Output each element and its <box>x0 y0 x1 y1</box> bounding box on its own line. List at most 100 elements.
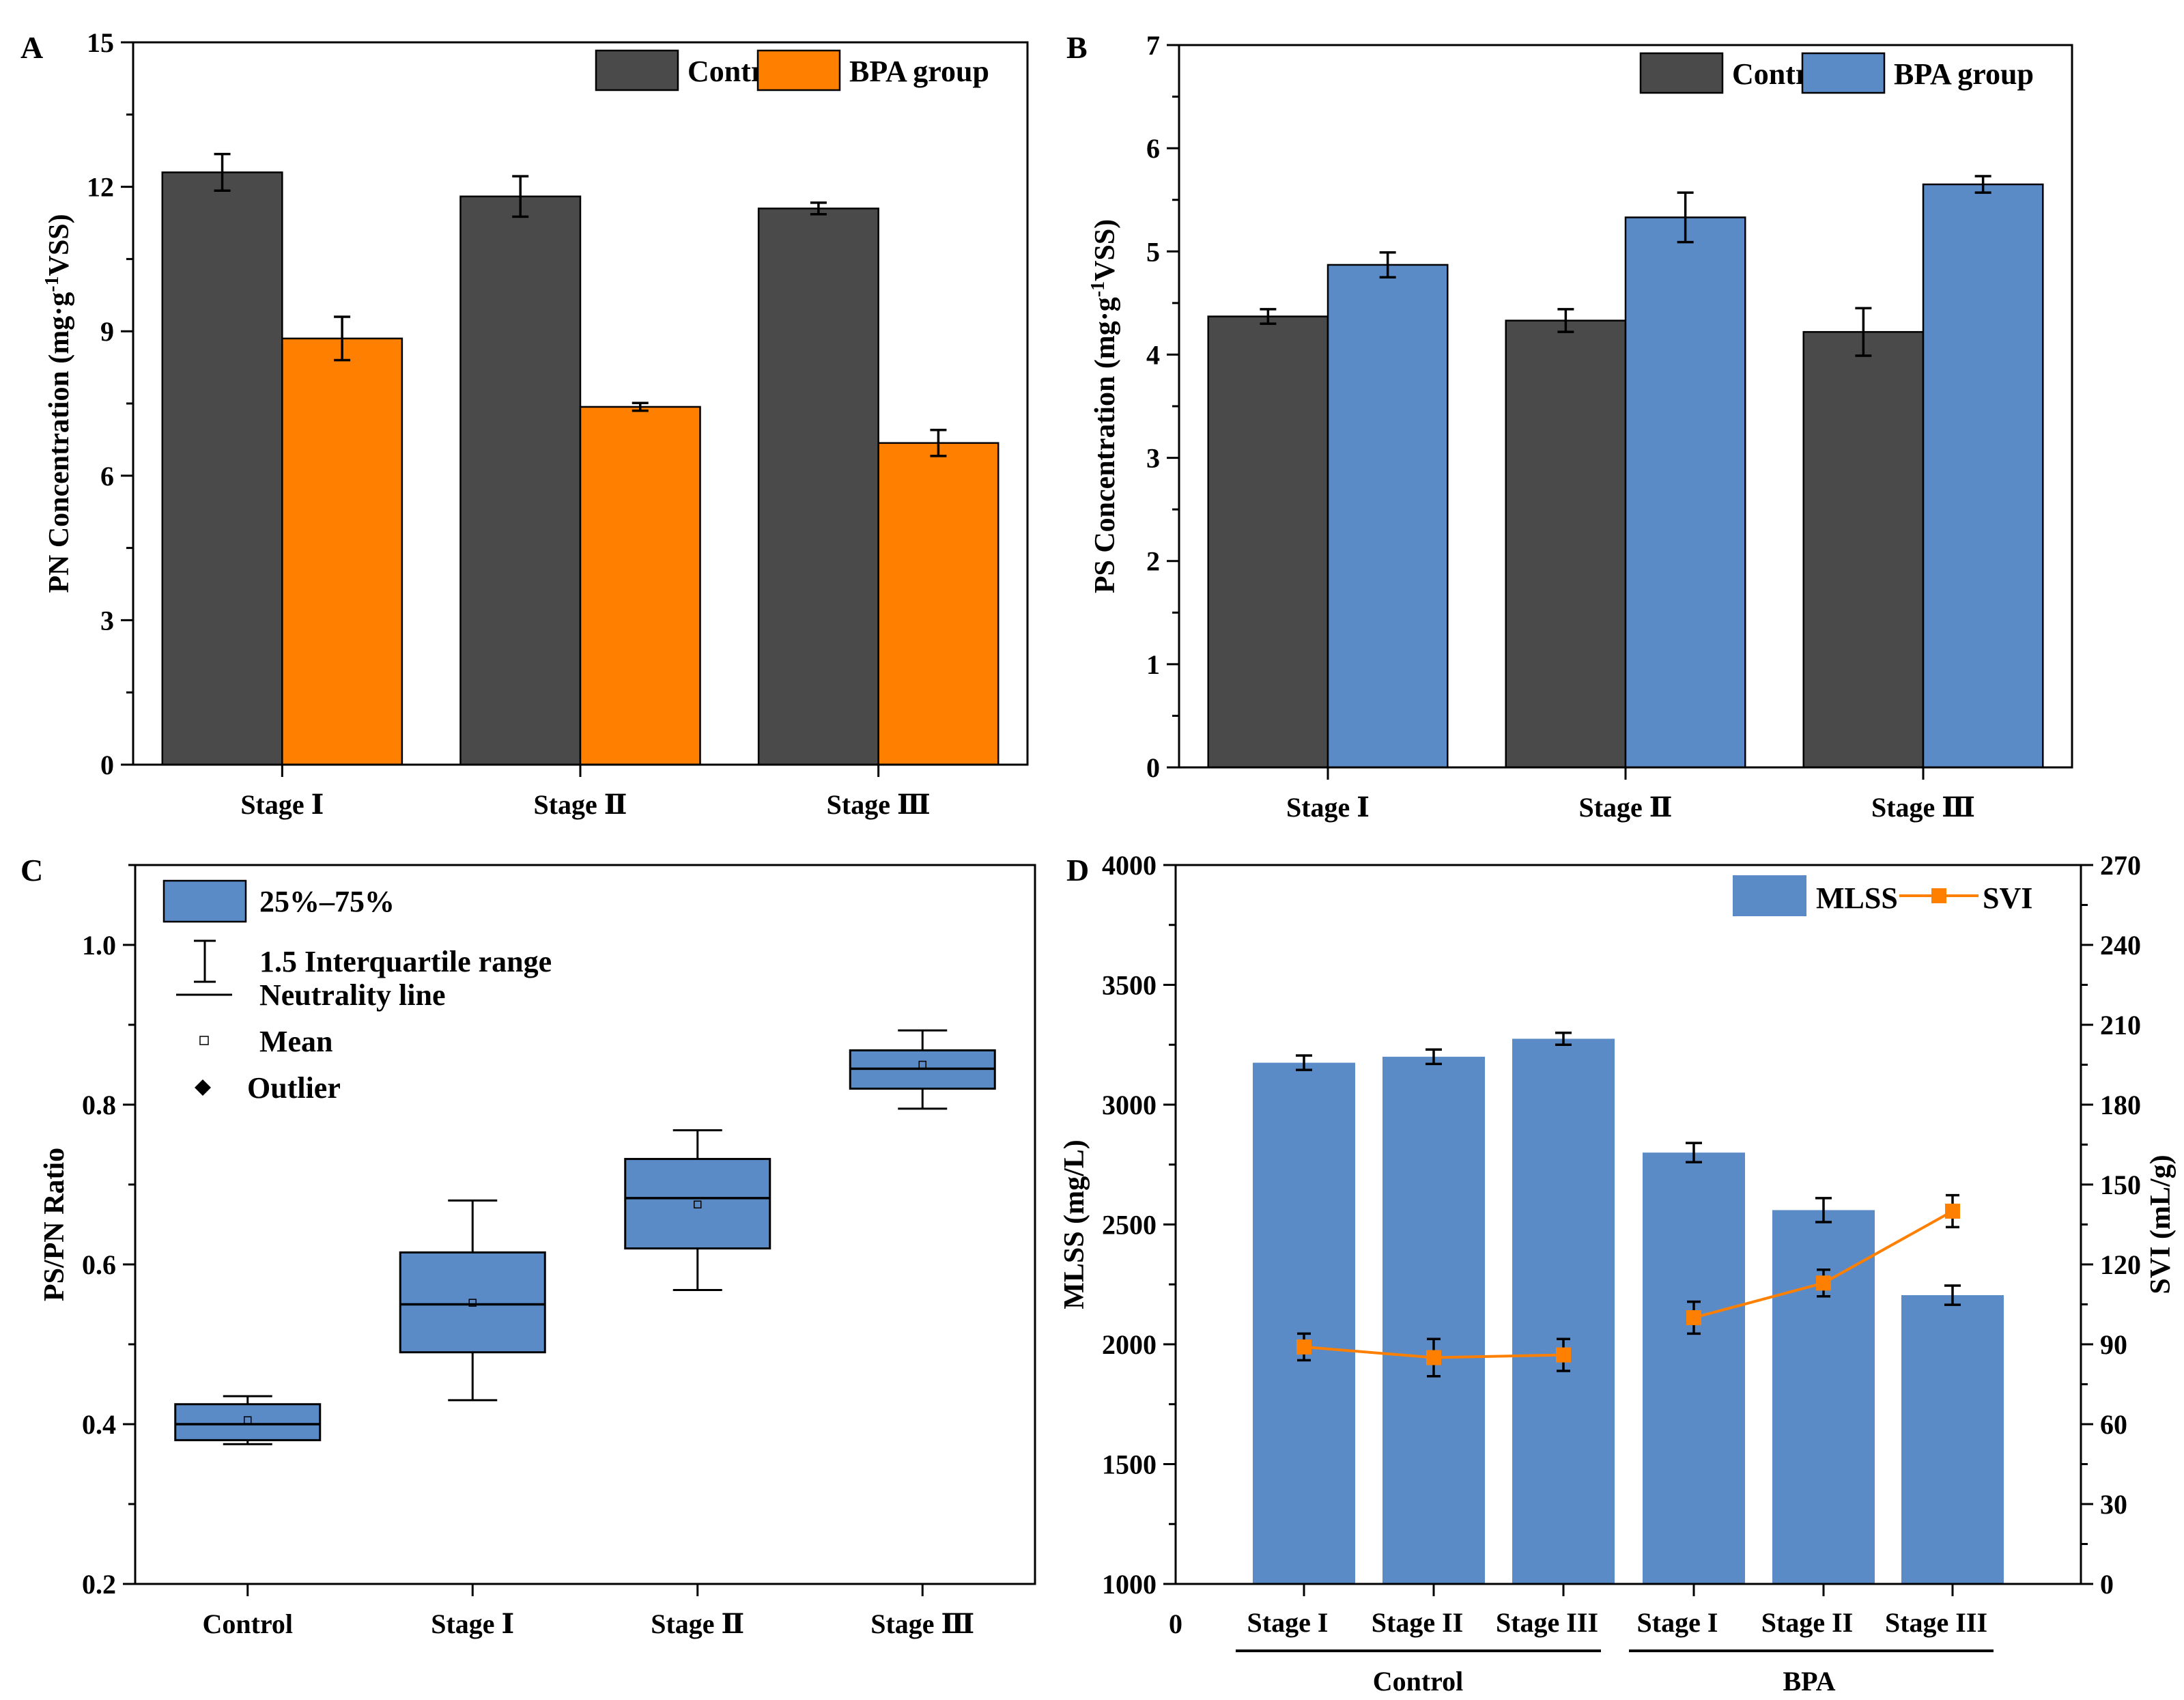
legend-label-mean: Mean <box>259 1025 333 1058</box>
box-2 <box>624 1129 771 1291</box>
y-right-tick-label-3: 90 <box>2100 1329 2127 1360</box>
x-tick-label-4: Stage II <box>1761 1607 1853 1638</box>
y-tick-label-0: 0 <box>100 750 114 780</box>
plot-frame-a <box>132 41 1029 766</box>
y-axis-label-b-part-2: VSS) <box>1090 219 1121 281</box>
box-0 <box>174 1395 322 1445</box>
y-right-tick-label-1: 30 <box>2100 1489 2127 1520</box>
x-origin-label: 0 <box>1169 1609 1182 1639</box>
legend-label-iqr: 25%–75% <box>259 885 395 918</box>
x-tick-label-5: Stage III <box>1885 1607 1987 1638</box>
error-bar-b-0-0 <box>1260 308 1277 325</box>
legend-marker-svi <box>1931 888 1946 903</box>
panel-label-b: B <box>1066 30 1088 65</box>
legend-label-mlss: MLSS <box>1816 881 1898 915</box>
svi-point-3 <box>1686 1310 1701 1325</box>
y-axis-label-b-part-1: -1 <box>1088 281 1109 297</box>
y-axis-label-a: PN Concentration (mg·g-1VSS) <box>42 214 76 593</box>
x-tick-label-1: Stage Ⅱ <box>533 789 627 820</box>
plot-frame-b <box>1178 44 2073 769</box>
y-tick-label-3: 0.8 <box>82 1090 116 1120</box>
bar-b-control-0 <box>1207 315 1329 769</box>
y-right-tick-label-8: 240 <box>2100 930 2141 961</box>
y-left-tick-label-3: 2500 <box>1102 1210 1157 1241</box>
panel-label-a: A <box>20 30 43 65</box>
error-bar-b-1-1 <box>1677 191 1694 244</box>
legend-swatch-bpa <box>1801 52 1886 94</box>
bar-a-control-2 <box>757 208 879 766</box>
legend-c: 25%–75% 1.5 Interquartile rangeNeutrality… <box>162 879 552 1105</box>
y-tick-label-7: 7 <box>1146 30 1160 61</box>
panel-a: A Stage Ⅰ Stage Ⅱ Stage Ⅲ 0 3 6 9 12 15 PN Concent… <box>20 27 1029 820</box>
plot-frame-d <box>1174 864 2082 1585</box>
y-axis-label-c: PS/PN Ratio <box>39 1148 70 1301</box>
svi-point-2 <box>1556 1347 1571 1363</box>
box-3 <box>849 1029 996 1110</box>
y-left-tick-label-1: 1500 <box>1102 1449 1157 1480</box>
mlss-error-bar-4 <box>1815 1197 1832 1223</box>
box-1 <box>399 1199 546 1402</box>
y-right-tick-label-4: 120 <box>2100 1249 2141 1280</box>
y-tick-label-2: 2 <box>1146 546 1160 577</box>
error-bar-b-1-0 <box>1379 251 1396 279</box>
y-left-tick-label-2: 2000 <box>1102 1329 1157 1360</box>
x-tick-label-0: Stage Ⅰ <box>240 789 324 820</box>
y-axis-label-right-d-part-0: SVI (mL/g) <box>2145 1154 2176 1294</box>
error-bar-b-1-2 <box>1974 175 1991 194</box>
box-iqr-2 <box>624 1158 771 1250</box>
error-bar-a-1-0 <box>334 315 351 362</box>
x-tick-label-3: Stage I <box>1637 1607 1718 1638</box>
error-bar-a-0-1 <box>512 175 529 218</box>
y-tick-label-0: 0 <box>1146 752 1160 783</box>
x-tick-label-3: Stage Ⅲ <box>870 1609 974 1639</box>
y-axis-label-left-d: MLSS (mg/L) <box>1059 1139 1090 1309</box>
legend-label-outlier: Outlier <box>247 1071 341 1105</box>
y-tick-label-2: 6 <box>100 461 114 492</box>
x-tick-label-1: Stage Ⅰ <box>431 1609 514 1639</box>
y-axis-label-a-part-2: VSS) <box>44 214 75 276</box>
y-left-tick-label-4: 3000 <box>1102 1090 1157 1120</box>
svi-point-0 <box>1296 1339 1311 1355</box>
mean-marker-0 <box>244 1416 252 1424</box>
box-iqr-1 <box>399 1251 546 1354</box>
y-right-tick-label-0: 0 <box>2100 1569 2114 1600</box>
x-tick-label-2: Stage Ⅱ <box>651 1609 744 1639</box>
y-axis-label-right-d: SVI (mL/g) <box>2145 1154 2176 1294</box>
y-right-tick-label-5: 150 <box>2100 1170 2141 1200</box>
legend-swatch-control <box>1639 52 1724 94</box>
y-tick-label-3: 9 <box>100 316 114 347</box>
x-tick-label-2: Stage Ⅲ <box>827 789 931 820</box>
error-bar-a-1-1 <box>632 401 649 412</box>
legend-label-bpa: BPA group <box>849 55 989 88</box>
group-label-bpa: BPA <box>1783 1666 1835 1697</box>
legend-a: Control BPA group <box>595 49 989 91</box>
y-axis-label-c-part-0: PS/PN Ratio <box>39 1148 70 1301</box>
error-bar-b-0-2 <box>1855 307 1872 357</box>
y-tick-label-0: 0.2 <box>82 1569 116 1600</box>
x-tick-label-0: Stage Ⅰ <box>1286 792 1370 823</box>
y-axis-label-left-d-part-0: MLSS (mg/L) <box>1059 1139 1090 1309</box>
bar-a-bpa-group-2 <box>877 442 999 766</box>
y-tick-label-5: 5 <box>1146 236 1160 267</box>
bar-a-bpa-group-0 <box>281 337 403 766</box>
y-tick-label-3: 3 <box>1146 443 1160 474</box>
plot-frame-c <box>134 864 1036 1585</box>
legend-label-median: Neutrality line <box>259 978 446 1012</box>
bar-a-bpa-group-1 <box>579 406 701 766</box>
bar-b-bpa-group-1 <box>1624 216 1746 769</box>
legend-label-bpa: BPA group <box>1894 57 2034 91</box>
svi-point-5 <box>1945 1204 1960 1219</box>
bar-b-control-1 <box>1505 320 1627 769</box>
x-tick-label-0: Stage I <box>1247 1607 1329 1638</box>
mlss-bar-0 <box>1253 1062 1355 1584</box>
y-axis-label-a-part-0: PN Concentration (mg·g <box>44 292 75 593</box>
mlss-error-bar-2 <box>1555 1031 1572 1046</box>
mlss-bar-3 <box>1643 1152 1745 1584</box>
panel-c: C Control Stage Ⅰ Stage Ⅱ Stage Ⅲ 0.2 0.4 0.6 0.… <box>20 853 1036 1639</box>
y-tick-label-6: 6 <box>1146 133 1160 164</box>
legend-outlier-marker <box>195 1079 211 1096</box>
y-tick-label-1: 0.4 <box>82 1409 116 1440</box>
legend-swatch-control <box>595 49 679 91</box>
mlss-error-bar-1 <box>1426 1048 1442 1066</box>
